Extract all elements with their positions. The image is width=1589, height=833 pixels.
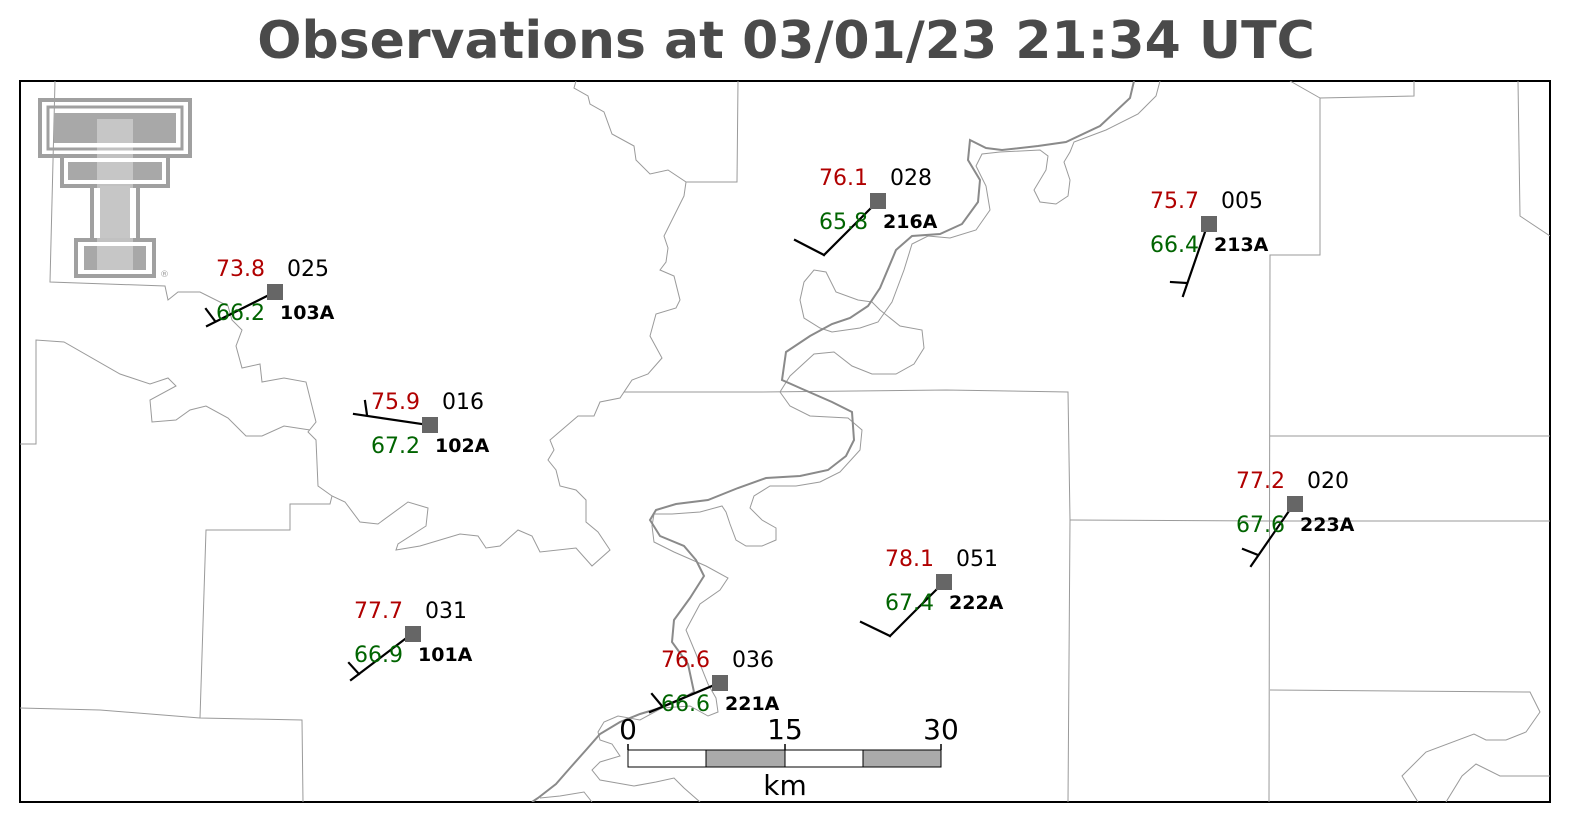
station-plot: 75.7 005 66.4 213A bbox=[1150, 189, 1269, 298]
wind-barb-flag bbox=[859, 620, 892, 638]
wind-barb-shaft bbox=[349, 637, 407, 682]
scale-segment bbox=[784, 749, 864, 768]
station-marker bbox=[870, 193, 886, 209]
station-id: 216A bbox=[883, 211, 938, 233]
wind-barb-shaft bbox=[888, 587, 939, 638]
station-id: 223A bbox=[1300, 514, 1355, 536]
page-title: Observations at 03/01/23 21:34 UTC bbox=[257, 11, 1314, 71]
station-marker bbox=[1287, 496, 1303, 512]
scale-segment bbox=[627, 749, 707, 768]
station-temperature: 76.1 bbox=[819, 166, 868, 191]
station-dewpoint: 67.2 bbox=[371, 434, 420, 459]
station-marker bbox=[712, 675, 728, 691]
station-id: 102A bbox=[435, 435, 490, 457]
wind-barb-flag bbox=[363, 399, 369, 417]
wind-barb-flag bbox=[1241, 547, 1260, 557]
station-wind-direction: 025 bbox=[287, 257, 329, 282]
station-temperature: 78.1 bbox=[885, 547, 934, 572]
station-dewpoint: 67.6 bbox=[1236, 513, 1285, 538]
station-dewpoint: 66.2 bbox=[216, 301, 265, 326]
station-temperature: 73.8 bbox=[216, 257, 265, 282]
station-temperature: 77.7 bbox=[354, 599, 403, 624]
station-plot: 75.9 016 67.2 102A bbox=[352, 390, 490, 459]
wind-barb-shaft bbox=[205, 294, 269, 328]
station-dewpoint: 66.9 bbox=[354, 643, 403, 668]
station-marker bbox=[267, 284, 283, 300]
station-wind-direction: 051 bbox=[956, 547, 998, 572]
station-wind-direction: 005 bbox=[1221, 189, 1263, 214]
stations-layer: 73.8 025 66.2 103A 75.9 016 67.2 102A 77.7 031 66.… bbox=[204, 166, 1355, 717]
station-id: 101A bbox=[418, 644, 473, 666]
station-id: 221A bbox=[725, 693, 780, 715]
station-dewpoint: 66.4 bbox=[1150, 233, 1199, 258]
trademark-symbol: ® bbox=[160, 270, 169, 280]
wind-barb-flag bbox=[650, 692, 664, 708]
station-temperature: 75.9 bbox=[371, 390, 420, 415]
station-temperature: 75.7 bbox=[1150, 189, 1199, 214]
wind-barb-shaft bbox=[648, 684, 714, 714]
station-dewpoint: 65.8 bbox=[819, 210, 868, 235]
scale-segment bbox=[705, 749, 786, 768]
station-dewpoint: 67.4 bbox=[885, 591, 934, 616]
station-plot: 76.6 036 66.6 221A bbox=[648, 648, 780, 717]
scale-unit: km bbox=[763, 769, 807, 802]
scale-label-0: 0 bbox=[619, 713, 637, 746]
wind-barb-flag bbox=[347, 661, 361, 676]
station-id: 222A bbox=[949, 592, 1004, 614]
wind-barb-flag bbox=[1169, 280, 1189, 285]
station-dewpoint: 66.6 bbox=[661, 692, 710, 717]
wind-barb-shaft bbox=[1181, 230, 1207, 298]
station-wind-direction: 031 bbox=[425, 599, 467, 624]
wind-barb-flag bbox=[204, 307, 217, 323]
station-wind-direction: 016 bbox=[442, 390, 484, 415]
map-frame bbox=[19, 80, 1551, 803]
station-marker bbox=[1201, 216, 1217, 232]
county-boundaries bbox=[20, 81, 1550, 802]
station-plot: 76.1 028 65.8 216A bbox=[793, 166, 938, 257]
station-temperature: 77.2 bbox=[1236, 469, 1285, 494]
wind-barb-shaft bbox=[1249, 509, 1291, 568]
texas-tech-double-t-logo bbox=[38, 98, 192, 278]
wind-barb-shaft bbox=[352, 412, 424, 426]
station-marker bbox=[936, 574, 952, 590]
scale-bar: 0 15 30 km bbox=[619, 713, 959, 802]
scale-label-15: 15 bbox=[767, 713, 803, 746]
station-wind-direction: 036 bbox=[732, 648, 774, 673]
station-id: 213A bbox=[1214, 234, 1269, 256]
scale-segment bbox=[862, 749, 942, 768]
station-plot: 73.8 025 66.2 103A bbox=[204, 257, 335, 328]
station-id: 103A bbox=[280, 302, 335, 324]
wind-barb-flag bbox=[793, 238, 826, 257]
station-plot: 77.7 031 66.9 101A bbox=[347, 599, 473, 682]
wind-barb-shaft bbox=[822, 206, 873, 257]
station-plot: 78.1 051 67.4 222A bbox=[859, 547, 1004, 638]
station-marker bbox=[405, 626, 421, 642]
scale-label-30: 30 bbox=[923, 713, 959, 746]
station-temperature: 76.6 bbox=[661, 648, 710, 673]
station-wind-direction: 028 bbox=[890, 166, 932, 191]
station-wind-direction: 020 bbox=[1307, 469, 1349, 494]
station-marker bbox=[422, 417, 438, 433]
station-plot: 77.2 020 67.6 223A bbox=[1236, 469, 1355, 568]
